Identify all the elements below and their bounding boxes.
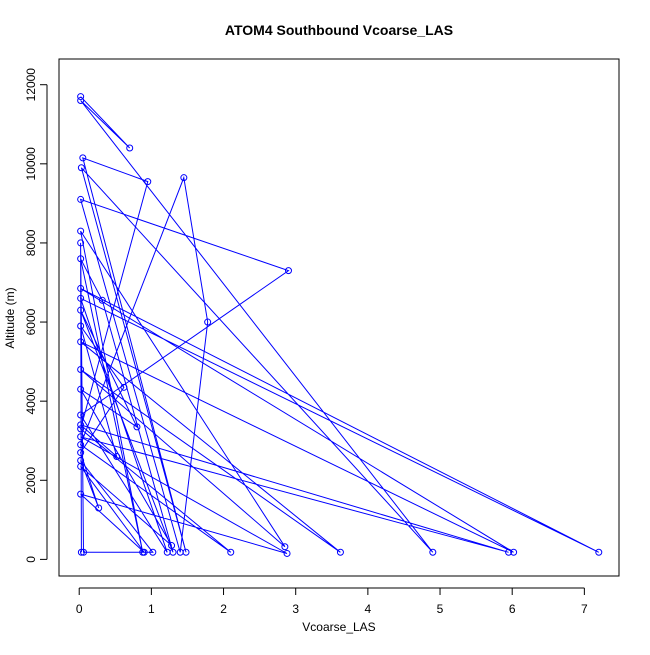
data-point bbox=[77, 548, 85, 556]
x-tick-label: 1 bbox=[148, 602, 155, 616]
data-point bbox=[126, 144, 134, 152]
data-point bbox=[144, 178, 152, 186]
y-axis-label: Altitude (m) bbox=[3, 287, 17, 348]
data-point bbox=[510, 548, 518, 556]
y-tick-label: 2000 bbox=[24, 467, 38, 494]
data-point bbox=[79, 154, 87, 162]
data-point bbox=[77, 284, 85, 292]
y-tick-label: 6000 bbox=[24, 308, 38, 335]
data-point bbox=[281, 543, 289, 551]
data-point bbox=[77, 239, 85, 247]
data-point bbox=[77, 322, 85, 330]
data-point bbox=[429, 548, 437, 556]
data-point bbox=[77, 385, 85, 393]
data-point bbox=[113, 453, 121, 461]
data-series bbox=[77, 93, 603, 557]
y-axis: 0 2000 4000 6000 8000 10000 12000 bbox=[24, 68, 48, 563]
x-tick-label: 7 bbox=[581, 602, 588, 616]
data-point bbox=[168, 542, 176, 550]
data-point bbox=[77, 490, 85, 498]
data-point bbox=[77, 195, 85, 203]
data-point bbox=[77, 449, 85, 457]
data-point bbox=[98, 296, 106, 304]
x-axis-label: Vcoarse_LAS bbox=[302, 620, 375, 634]
data-point bbox=[77, 306, 85, 314]
plot-frame bbox=[58, 58, 620, 577]
x-tick-label: 6 bbox=[509, 602, 516, 616]
data-point bbox=[77, 425, 85, 433]
data-point bbox=[505, 548, 513, 556]
data-point bbox=[77, 456, 85, 464]
data-point bbox=[169, 548, 177, 556]
series-line bbox=[79, 96, 600, 554]
data-point bbox=[336, 548, 344, 556]
data-point bbox=[77, 366, 85, 374]
data-point bbox=[95, 504, 103, 512]
data-point bbox=[180, 174, 188, 182]
data-point bbox=[77, 93, 85, 101]
x-tick-label: 0 bbox=[76, 602, 83, 616]
data-point bbox=[77, 294, 85, 302]
data-point bbox=[204, 318, 212, 326]
data-point bbox=[120, 383, 128, 391]
x-axis: 0 1 2 3 4 5 6 7 bbox=[76, 587, 588, 616]
data-point bbox=[77, 421, 85, 429]
data-point bbox=[77, 227, 85, 235]
data-point bbox=[77, 338, 85, 346]
data-point bbox=[284, 267, 292, 275]
x-tick-label: 4 bbox=[365, 602, 372, 616]
data-point bbox=[77, 97, 85, 105]
data-point bbox=[133, 423, 141, 431]
y-tick-label: 12000 bbox=[24, 68, 38, 102]
data-point bbox=[176, 548, 184, 556]
chart-title: ATOM4 Southbound Vcoarse_LAS bbox=[225, 22, 453, 38]
data-point bbox=[283, 549, 291, 557]
data-point bbox=[80, 548, 88, 556]
y-tick-label: 4000 bbox=[24, 387, 38, 414]
data-point bbox=[77, 441, 85, 449]
data-point bbox=[595, 548, 603, 556]
data-point bbox=[77, 255, 85, 263]
data-point bbox=[140, 548, 148, 556]
data-point bbox=[77, 411, 85, 419]
x-tick-label: 3 bbox=[292, 602, 299, 616]
data-point bbox=[227, 548, 235, 556]
y-tick-label: 0 bbox=[24, 556, 38, 563]
x-tick-label: 2 bbox=[220, 602, 227, 616]
y-tick-label: 10000 bbox=[24, 147, 38, 181]
x-tick-label: 5 bbox=[437, 602, 444, 616]
data-point bbox=[149, 548, 157, 556]
data-point bbox=[77, 164, 85, 172]
y-tick-label: 8000 bbox=[24, 229, 38, 256]
data-point bbox=[77, 433, 85, 441]
